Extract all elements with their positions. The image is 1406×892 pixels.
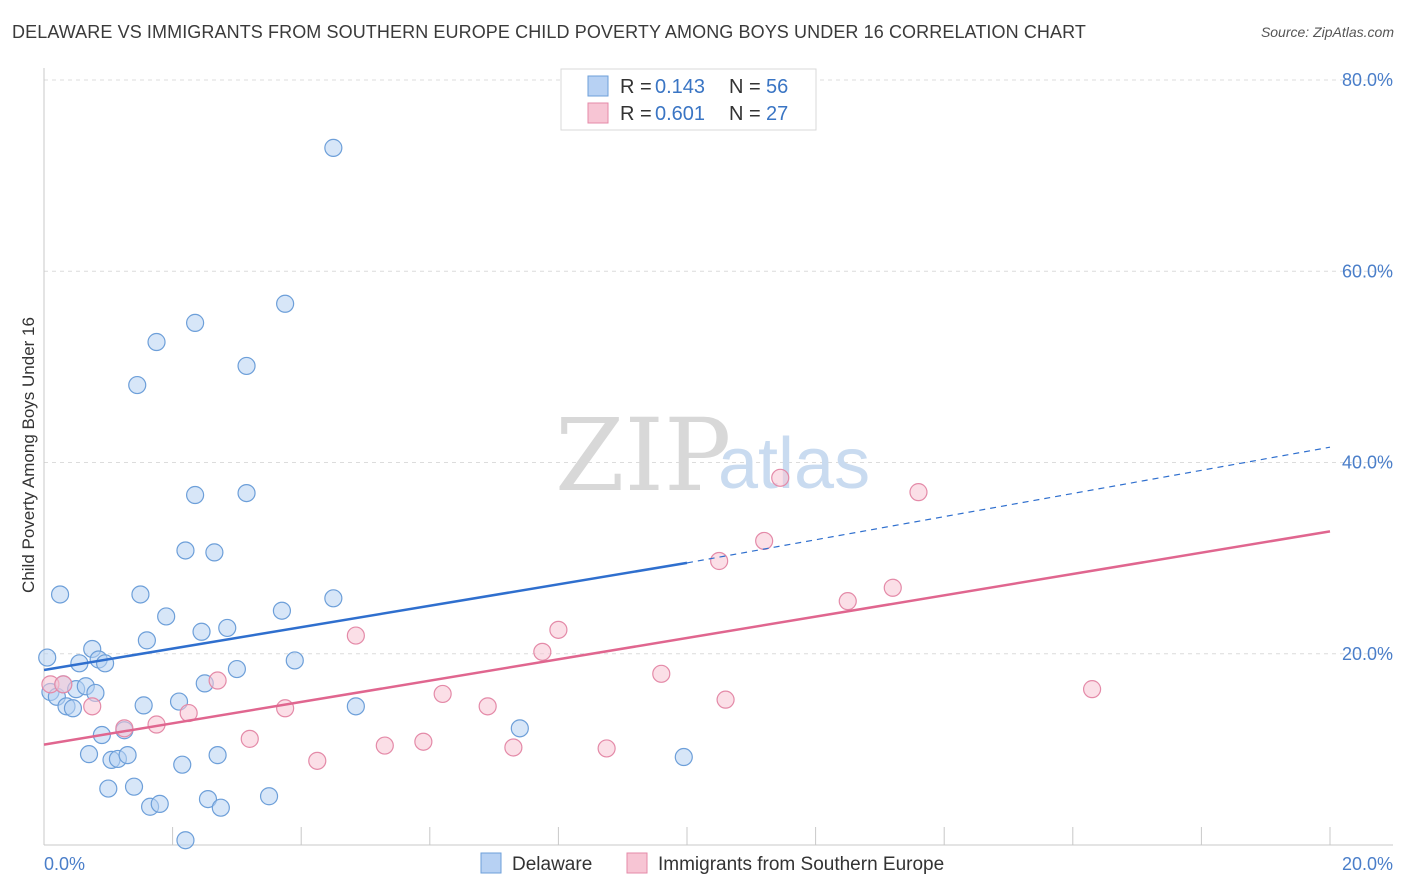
delaware-point-50: [324, 589, 343, 608]
trendline-delaware: [43, 561, 688, 672]
delaware-point-46: [259, 787, 279, 806]
delaware-point-32: [176, 541, 195, 560]
immigrants-point-21: [716, 690, 735, 709]
axes: [43, 68, 1393, 846]
immigrants-point-19: [652, 664, 671, 683]
legend-n-value-1: 56: [766, 76, 788, 98]
immigrants-point-22: [755, 531, 774, 551]
immigrants-point-26: [909, 483, 928, 502]
bottom-legend-swatch-delaware: [480, 852, 502, 874]
correlation-legend: R = 0.143 N = 56 R = 0.601 N = 27: [560, 68, 817, 131]
delaware-point-20: [118, 746, 137, 765]
immigrants-point-17: [549, 620, 568, 639]
delaware-point-34: [186, 313, 205, 332]
legend-n-label-2: N =: [729, 103, 761, 125]
delaware-point-27: [147, 332, 166, 352]
bottom-legend-swatch-immigrants: [626, 852, 648, 874]
bottom-legend-label-delaware: Delaware: [512, 854, 592, 875]
source-credit: Source: ZipAtlas.com: [1260, 24, 1394, 40]
delaware-point-21: [124, 777, 144, 796]
immigrants-point-7: [240, 729, 259, 748]
immigrants-point-11: [375, 736, 394, 755]
delaware-point-48: [276, 294, 295, 313]
immigrants-point-1: [54, 675, 73, 694]
y-tick-label-0: 20.0%: [1342, 644, 1393, 664]
delaware-point-23: [131, 585, 150, 604]
delaware-point-40: [208, 746, 227, 765]
chart-title: DELAWARE VS IMMIGRANTS FROM SOUTHERN EUR…: [12, 22, 1086, 42]
immigrants-point-24: [838, 592, 857, 611]
delaware-point-45: [237, 484, 256, 503]
delaware-point-6: [63, 699, 83, 718]
delaware-point-49: [285, 651, 304, 670]
delaware-point-39: [205, 543, 224, 562]
delaware-point-3: [50, 585, 70, 604]
delaware-point-43: [227, 659, 246, 679]
trendline-delaware-projection: [686, 446, 1331, 564]
x-tick-label-max: 20.0%: [1342, 854, 1393, 874]
delaware-point-51: [324, 138, 343, 157]
immigrants-point-25: [883, 578, 902, 597]
watermark-atlas: atlas: [718, 424, 870, 504]
delaware-point-15: [95, 654, 115, 673]
delaware-point-53: [510, 719, 529, 738]
legend-swatch-blue: [587, 75, 609, 97]
delaware-point-44: [237, 356, 256, 376]
series-immigrants: [41, 468, 1102, 770]
immigrants-point-3: [115, 719, 134, 738]
legend-r-label-2: R =: [620, 103, 652, 125]
immigrants-point-16: [533, 642, 552, 661]
immigrants-point-20: [710, 551, 729, 571]
legend-swatch-pink: [587, 102, 609, 124]
delaware-point-54: [674, 747, 693, 767]
legend-r-label-1: R =: [620, 76, 652, 98]
watermark-zip: ZIP: [555, 397, 731, 514]
delaware-point-25: [137, 631, 156, 650]
delaware-point-22: [128, 375, 147, 395]
immigrants-point-6: [208, 671, 227, 690]
y-tick-labels: 20.0% 40.0% 60.0% 80.0%: [1342, 70, 1393, 664]
delaware-point-31: [173, 755, 192, 774]
delaware-point-38: [198, 789, 218, 809]
delaware-point-33: [176, 831, 195, 850]
delaware-point-0: [38, 648, 57, 667]
legend-r-value-2: 0.601: [655, 103, 705, 125]
immigrants-point-13: [433, 684, 452, 704]
trendline-immigrants: [43, 530, 1331, 746]
immigrants-point-2: [83, 697, 102, 716]
delaware-point-35: [186, 485, 205, 505]
immigrants-point-15: [504, 738, 523, 757]
bottom-legend-label-immigrants: Immigrants from Southern Europe: [658, 854, 944, 875]
legend-n-label-1: N =: [729, 76, 761, 98]
y-tick-label-2: 60.0%: [1342, 261, 1393, 281]
series-legend: Delaware Immigrants from Southern Europe: [480, 852, 944, 875]
immigrants-point-23: [771, 468, 790, 487]
delaware-point-10: [79, 745, 99, 764]
y-tick-label-1: 40.0%: [1342, 453, 1393, 473]
immigrants-point-18: [597, 739, 616, 758]
immigrants-point-27: [1082, 680, 1102, 699]
delaware-point-24: [134, 696, 153, 715]
immigrants-point-14: [478, 697, 497, 716]
delaware-point-29: [157, 607, 176, 626]
immigrants-point-12: [414, 732, 433, 751]
delaware-point-47: [272, 601, 292, 620]
y-tick-label-3: 80.0%: [1342, 70, 1393, 90]
immigrants-point-10: [346, 626, 365, 645]
immigrants-point-8: [276, 699, 295, 718]
immigrants-point-9: [308, 751, 327, 770]
trendlines: [43, 446, 1331, 746]
delaware-point-16: [99, 779, 118, 798]
x-tick-label-min: 0.0%: [44, 854, 85, 874]
legend-r-value-1: 0.143: [655, 76, 705, 98]
delaware-point-52: [346, 697, 365, 716]
legend-n-value-2: 27: [766, 103, 788, 125]
delaware-point-41: [211, 798, 230, 817]
delaware-point-42: [218, 618, 237, 638]
delaware-point-36: [192, 622, 211, 641]
delaware-point-28: [150, 794, 169, 813]
y-axis-label: Child Poverty Among Boys Under 16: [19, 317, 38, 593]
